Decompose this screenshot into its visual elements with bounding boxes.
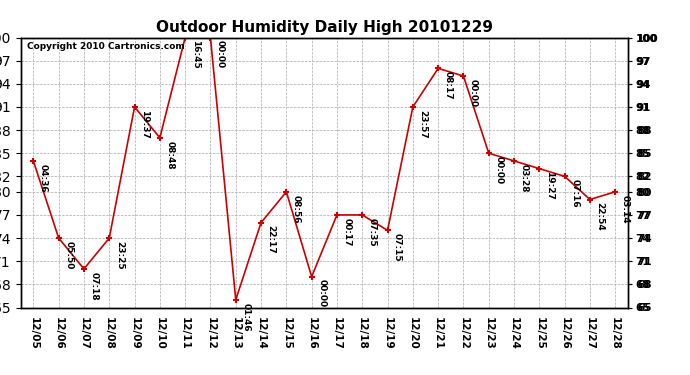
- Text: 07:18: 07:18: [90, 272, 99, 300]
- Text: 00:17: 00:17: [342, 218, 351, 246]
- Text: 07:15: 07:15: [393, 233, 402, 262]
- Text: 08:48: 08:48: [166, 141, 175, 169]
- Text: 23:57: 23:57: [418, 110, 427, 138]
- Text: 00:00: 00:00: [494, 156, 503, 184]
- Text: 03:14: 03:14: [621, 195, 630, 223]
- Text: 22:54: 22:54: [595, 202, 604, 231]
- Text: 03:28: 03:28: [520, 164, 529, 192]
- Text: 08:56: 08:56: [292, 195, 301, 223]
- Text: 08:17: 08:17: [444, 71, 453, 100]
- Text: 07:16: 07:16: [570, 179, 579, 208]
- Text: 00:00: 00:00: [216, 40, 225, 68]
- Text: 05:50: 05:50: [64, 241, 73, 269]
- Text: 01:46: 01:46: [241, 303, 250, 331]
- Text: Copyright 2010 Cartronics.com: Copyright 2010 Cartronics.com: [27, 42, 184, 51]
- Text: 07:35: 07:35: [368, 218, 377, 246]
- Text: 00:00: 00:00: [469, 79, 478, 107]
- Text: 19:37: 19:37: [140, 110, 149, 139]
- Text: 00:00: 00:00: [317, 279, 326, 308]
- Text: 04:36: 04:36: [39, 164, 48, 192]
- Text: 16:45: 16:45: [190, 40, 199, 69]
- Title: Outdoor Humidity Daily High 20101229: Outdoor Humidity Daily High 20101229: [156, 20, 493, 35]
- Text: 19:27: 19:27: [545, 171, 554, 200]
- Text: 22:17: 22:17: [266, 225, 275, 254]
- Text: 23:25: 23:25: [115, 241, 124, 270]
